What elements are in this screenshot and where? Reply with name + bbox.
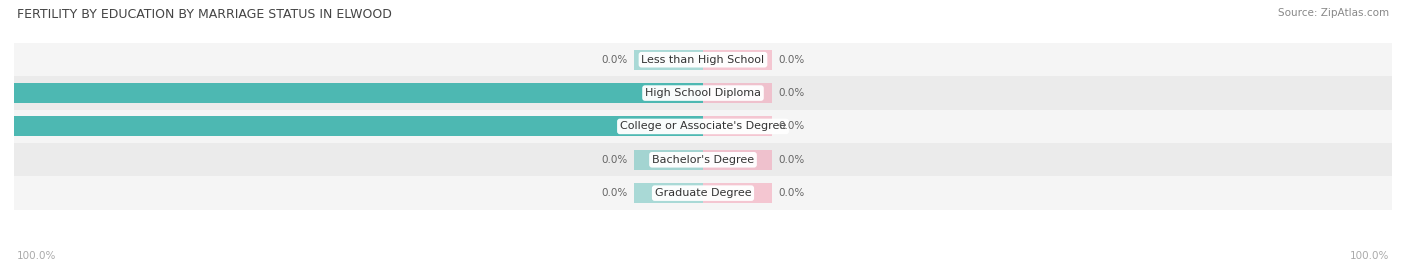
Text: Source: ZipAtlas.com: Source: ZipAtlas.com [1278,8,1389,18]
Bar [634,50,703,70]
Text: 0.0%: 0.0% [779,188,806,198]
Bar [14,43,1392,76]
Bar [703,50,772,70]
Text: 100.0%: 100.0% [0,121,7,132]
Bar [14,116,703,136]
Text: Bachelor's Degree: Bachelor's Degree [652,155,754,165]
Bar [634,183,703,203]
Text: 100.0%: 100.0% [1350,251,1389,261]
Text: 0.0%: 0.0% [600,188,627,198]
Bar [14,176,1392,210]
Bar [634,150,703,170]
Bar [14,110,1392,143]
Text: 0.0%: 0.0% [779,155,806,165]
Bar [14,76,1392,110]
Bar [703,116,772,136]
Bar [14,83,703,103]
Bar [703,83,772,103]
Bar [14,143,1392,176]
Text: 0.0%: 0.0% [779,55,806,65]
Text: Less than High School: Less than High School [641,55,765,65]
Text: High School Diploma: High School Diploma [645,88,761,98]
Text: 0.0%: 0.0% [779,121,806,132]
Text: 0.0%: 0.0% [779,88,806,98]
Text: 100.0%: 100.0% [17,251,56,261]
Text: 0.0%: 0.0% [600,55,627,65]
Text: 100.0%: 100.0% [0,88,7,98]
Text: Graduate Degree: Graduate Degree [655,188,751,198]
Bar [703,183,772,203]
Bar [703,150,772,170]
Text: College or Associate's Degree: College or Associate's Degree [620,121,786,132]
Text: 0.0%: 0.0% [600,155,627,165]
Text: FERTILITY BY EDUCATION BY MARRIAGE STATUS IN ELWOOD: FERTILITY BY EDUCATION BY MARRIAGE STATU… [17,8,392,21]
